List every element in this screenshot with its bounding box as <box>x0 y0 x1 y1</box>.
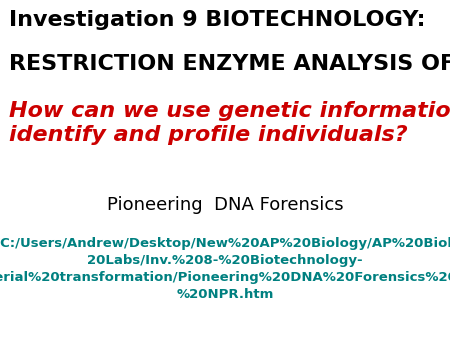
Text: file:///C:/Users/Andrew/Desktop/New%20AP%20Biology/AP%20Biology%
20Labs/Inv.%208: file:///C:/Users/Andrew/Desktop/New%20AP… <box>0 237 450 300</box>
Text: How can we use genetic information to
identify and profile individuals?: How can we use genetic information to id… <box>9 101 450 145</box>
Text: RESTRICTION ENZYME ANALYSIS OF DNA*: RESTRICTION ENZYME ANALYSIS OF DNA* <box>9 54 450 74</box>
Text: Pioneering  DNA Forensics: Pioneering DNA Forensics <box>107 196 343 214</box>
Text: Investigation 9 BIOTECHNOLOGY:: Investigation 9 BIOTECHNOLOGY: <box>9 10 426 30</box>
